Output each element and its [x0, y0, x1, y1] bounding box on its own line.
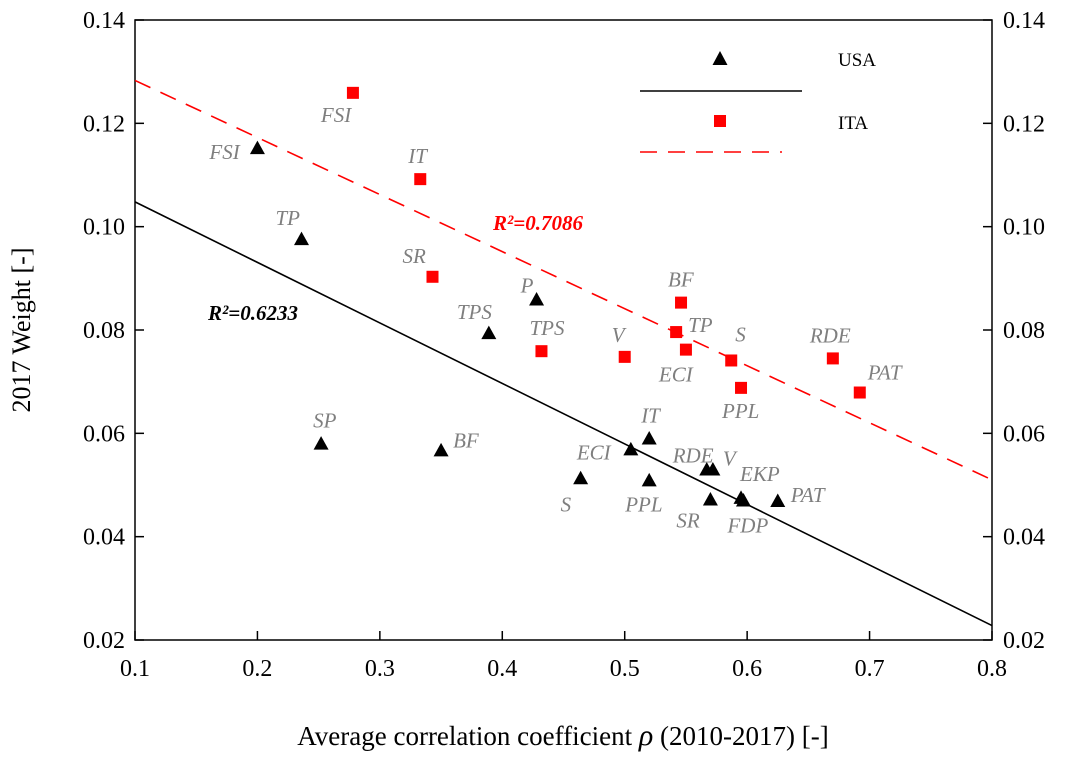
legend-usa-label: USA: [838, 50, 876, 71]
legend-ita-marker: [714, 115, 726, 127]
x-axis-title-rho: ρ: [638, 719, 653, 752]
usa-point-pat: [770, 493, 786, 508]
usa-r2-label: R²=0.6233: [207, 301, 298, 325]
legend-ita-label: ITA: [838, 113, 868, 134]
fit-lines: R²=0.6233 R²=0.7086: [134, 79, 993, 627]
ita-point-s: [725, 354, 738, 367]
usa-point-it: [641, 431, 657, 445]
ita-point-sr: [426, 270, 439, 283]
ita-point-it: [414, 173, 427, 186]
usa-point-label-s: S: [561, 492, 572, 516]
usa-point-label-fsi: FSI: [208, 140, 240, 164]
usa-point-ppl: [641, 472, 657, 487]
ita-point-label-eci: ECI: [658, 363, 694, 387]
usa-point-tps: [481, 325, 497, 340]
y-tick-label-right: 0.12: [1003, 111, 1045, 137]
x-tick-label: 0.2: [242, 656, 272, 682]
ita-point-label-tps: TPS: [529, 316, 565, 340]
legend-usa-marker: [712, 51, 728, 65]
y-axis-title: 2017 Weight [-]: [7, 248, 36, 413]
ita-point-label-fsi: FSI: [320, 103, 352, 127]
y-tick-label-right: 0.06: [1003, 421, 1045, 447]
ita-point-label-sr: SR: [403, 244, 427, 268]
y-tick-label-left: 0.04: [83, 525, 125, 551]
y-tick-label-right: 0.04: [1003, 525, 1045, 551]
x-axis-title: Average correlation coefficient ρ (2010-…: [297, 719, 828, 752]
usa-point-fdp: [735, 493, 751, 507]
usa-point-tp: [294, 231, 310, 246]
usa-point-label-p: P: [520, 274, 534, 298]
usa-point-label-v: V: [723, 447, 738, 471]
usa-point-label-sp: SP: [313, 409, 337, 433]
usa-point-s: [573, 470, 589, 485]
x-tick-label: 0.4: [487, 656, 517, 682]
usa-point-label-tp: TP: [276, 206, 301, 230]
ita-point-bf: [675, 296, 688, 309]
usa-fit-line: [134, 201, 993, 627]
x-axis-title-main: Average correlation coefficient: [297, 721, 639, 751]
x-tick-label: 0.3: [365, 656, 395, 682]
ita-point-label-ppl: PPL: [721, 399, 759, 423]
usa-point-v: [705, 462, 721, 476]
usa-point-bf: [433, 442, 449, 457]
ita-point-tp: [670, 326, 683, 339]
y-tick-label-right: 0.08: [1003, 318, 1045, 344]
ita-point-label-tp: TP: [688, 313, 713, 337]
y-tick-label-left: 0.10: [83, 215, 125, 241]
legend: USA ITA: [640, 50, 876, 153]
ita-point-tps: [535, 345, 548, 358]
x-axis-title-tail: (2010-2017) [-]: [653, 721, 828, 751]
usa-point-sp: [313, 436, 329, 450]
usa-point-label-pat: PAT: [790, 483, 826, 507]
ita-point-label-pat: PAT: [867, 361, 903, 385]
ita-point-label-it: IT: [407, 144, 428, 168]
y-tick-label-right: 0.02: [1003, 628, 1045, 654]
y-tick-label-left: 0.02: [83, 628, 125, 654]
y-tick-label-right: 0.10: [1003, 215, 1045, 241]
usa-point-label-ppl: PPL: [624, 492, 662, 516]
ita-point-label-rde: RDE: [809, 323, 851, 347]
y-tick-label-left: 0.08: [83, 318, 125, 344]
usa-point-label-it: IT: [640, 404, 661, 428]
usa-point-sr: [702, 491, 718, 506]
y-tick-label-left: 0.12: [83, 111, 125, 137]
usa-point-label-eci: ECI: [576, 440, 612, 464]
x-tick-label: 0.8: [977, 656, 1007, 682]
ita-point-ppl: [735, 381, 748, 394]
usa-point-label-tps: TPS: [457, 300, 493, 324]
ita-point-label-v: V: [612, 323, 627, 347]
x-tick-label: 0.5: [610, 656, 640, 682]
ita-point-fsi: [346, 86, 359, 99]
y-tick-label-left: 0.14: [83, 8, 125, 34]
usa-point-label-ekp: EKP: [739, 462, 780, 486]
ita-point-rde: [826, 352, 839, 365]
ita-point-label-s: S: [735, 322, 746, 346]
usa-point-label-fdp: FDP: [726, 514, 768, 538]
ita-point-pat: [853, 386, 866, 399]
ita-point-eci: [679, 343, 692, 356]
axis-ticks: 0.1 0.2 0.3 0.4 0.5 0.6 0.7 0.80.02 0.020.04 0.04…: [83, 8, 1045, 682]
usa-point-fsi: [249, 140, 265, 155]
usa-point-eci: [623, 441, 639, 456]
usa-point-label-rde: RDE: [672, 444, 714, 468]
x-tick-label: 0.6: [732, 656, 762, 682]
ita-point-v: [618, 350, 631, 363]
ita-fit-line: [134, 79, 993, 481]
usa-point-label-sr: SR: [676, 508, 700, 532]
ita-r2-label: R²=0.7086: [492, 211, 584, 235]
x-tick-label: 0.1: [120, 656, 150, 682]
y-tick-label-left: 0.06: [83, 421, 125, 447]
ita-point-label-bf: BF: [668, 268, 694, 292]
usa-point-p: [529, 292, 545, 306]
y-tick-label-right: 0.14: [1003, 8, 1045, 34]
usa-point-label-bf: BF: [453, 428, 479, 452]
x-tick-label: 0.7: [855, 656, 885, 682]
